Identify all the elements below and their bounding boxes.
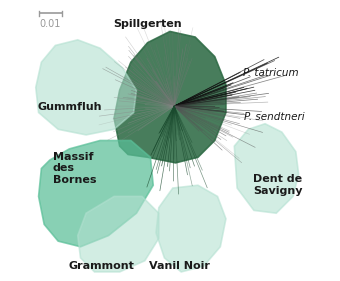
Text: Spillgerten: Spillgerten bbox=[113, 19, 182, 29]
Polygon shape bbox=[234, 124, 299, 213]
Polygon shape bbox=[36, 40, 136, 135]
Text: Gummfluh: Gummfluh bbox=[37, 102, 102, 112]
Polygon shape bbox=[156, 185, 226, 272]
Polygon shape bbox=[78, 196, 159, 272]
Text: Massif
des
Bornes: Massif des Bornes bbox=[53, 152, 96, 185]
Polygon shape bbox=[114, 31, 226, 163]
Text: Dent de
Savigny: Dent de Savigny bbox=[253, 175, 303, 196]
Text: 0.01: 0.01 bbox=[40, 19, 61, 30]
Polygon shape bbox=[38, 140, 153, 247]
Text: P. tatricum: P. tatricum bbox=[243, 68, 299, 78]
Text: P. sendtneri: P. sendtneri bbox=[243, 112, 304, 122]
Text: Grammont: Grammont bbox=[69, 260, 134, 271]
Text: Vanil Noir: Vanil Noir bbox=[149, 260, 210, 271]
